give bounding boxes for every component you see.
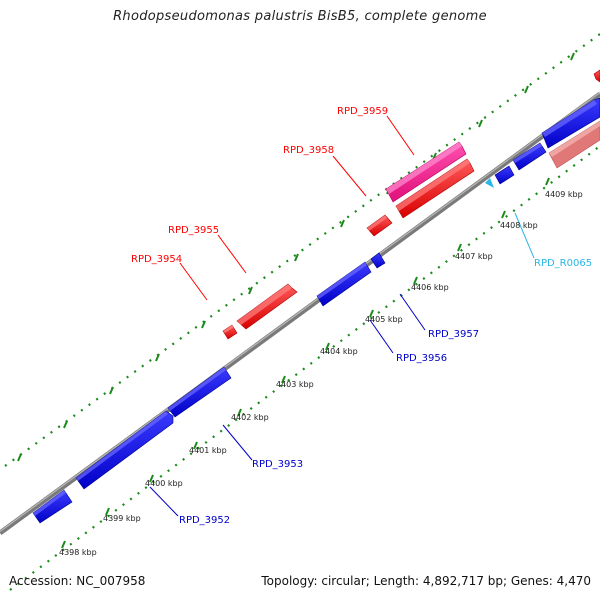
label-rpd-3953[interactable]: RPD_3953 [252, 459, 303, 470]
kbp-label: 4403 kbp [276, 380, 314, 389]
kbp-label: 4405 kbp [365, 315, 403, 324]
genome-stats-text: Topology: circular; Length: 4,892,717 bp… [261, 574, 591, 588]
gene-rpd-3959-arrow[interactable] [395, 158, 475, 219]
kbp-label: 4406 kbp [411, 283, 449, 292]
label-rpd-3957[interactable]: RPD_3957 [428, 329, 479, 340]
gene-rpd-3955-arrow[interactable] [236, 283, 298, 330]
genome-title: Rhodopseudomonas palustris BisB5, comple… [113, 9, 487, 24]
gene-blue-mid-arrow[interactable] [512, 142, 547, 171]
kbp-label: 4400 kbp [145, 479, 183, 488]
inner-tick-ring [9, 145, 600, 591]
kbp-label: 4407 kbp [455, 252, 493, 261]
kbp-label: 4408 kbp [500, 221, 538, 230]
kbp-label: 4402 kbp [231, 413, 269, 422]
label-rpd-3954[interactable]: RPD_3954 [131, 254, 182, 265]
forward-genes [222, 69, 600, 340]
gene-rpd-3952-arrow[interactable] [32, 489, 73, 524]
gene-rpd-3956-arrow[interactable] [316, 261, 372, 307]
label-rpd-3956[interactable]: RPD_3956 [396, 353, 447, 364]
position-labels: 4398 kbp 4399 kbp 4400 kbp 4401 kbp 4402… [59, 190, 583, 557]
gene-edge-red-arrow[interactable] [593, 69, 600, 83]
gene-rpd-3953-arrow[interactable] [75, 410, 174, 490]
gene-blue-small-arrow[interactable] [494, 165, 515, 185]
gene-label-group: RPD_3959 RPD_3958 RPD_3955 RPD_3954 RPD_… [131, 106, 592, 526]
outer-tick-ring [4, 33, 600, 467]
label-connectors [149, 115, 535, 517]
label-rpd-3955[interactable]: RPD_3955 [168, 225, 219, 236]
gene-rpd-3953b-arrow[interactable] [167, 366, 232, 418]
label-rpd-3959[interactable]: RPD_3959 [337, 106, 388, 117]
gene-pseudo-arrow[interactable] [548, 120, 600, 169]
kbp-label: 4404 kbp [320, 347, 358, 356]
gene-blue-edge-arrow[interactable] [541, 97, 600, 149]
gene-rpd-3954-arrow[interactable] [222, 324, 238, 340]
kbp-label: 4399 kbp [103, 514, 141, 523]
kbp-label: 4409 kbp [545, 190, 583, 199]
gene-rpd-3957-arrow[interactable] [370, 252, 386, 269]
label-rpd-3958[interactable]: RPD_3958 [283, 145, 334, 156]
rna-rpd-r0065-arrow[interactable] [485, 178, 494, 188]
gene-rpd-3959-selected-arrow[interactable] [385, 141, 467, 203]
label-rpd-r0065[interactable]: RPD_R0065 [534, 258, 592, 269]
gene-rpd-3958-arrow[interactable] [366, 214, 393, 237]
accession-text: Accession: NC_007958 [9, 574, 146, 588]
kbp-label: 4401 kbp [189, 446, 227, 455]
reverse-genes [32, 97, 600, 524]
label-rpd-3952[interactable]: RPD_3952 [179, 515, 230, 526]
kbp-label: 4398 kbp [59, 548, 97, 557]
